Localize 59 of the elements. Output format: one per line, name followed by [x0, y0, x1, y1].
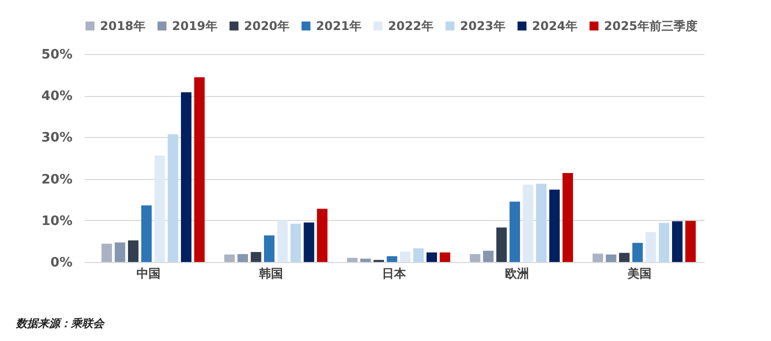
y-tick-label: 10% [41, 214, 72, 229]
y-tick-label: 50% [41, 48, 72, 62]
bar [592, 254, 604, 262]
bar [632, 242, 643, 262]
legend-label: 2025年前三季度 [604, 19, 698, 33]
bar [304, 222, 314, 262]
bar [413, 248, 424, 262]
bar [470, 254, 480, 262]
y-tick-label: 0% [50, 256, 72, 270]
bar [440, 252, 450, 262]
bar [496, 227, 507, 262]
bar [101, 244, 112, 262]
legend-label: 2022年 [388, 19, 434, 33]
y-tick-label: 40% [41, 89, 72, 104]
bar [672, 221, 683, 262]
bar [347, 258, 358, 262]
bar [522, 184, 534, 262]
bar [180, 92, 192, 262]
bar [224, 254, 235, 262]
bar [483, 250, 494, 262]
bar [290, 224, 301, 262]
bar [264, 235, 274, 262]
source-note: 数据来源：乘联会 [16, 316, 104, 331]
legend-label: 2019年 [172, 19, 218, 33]
bar [360, 258, 371, 262]
bar [277, 220, 288, 262]
bar [141, 205, 152, 262]
bar [168, 134, 178, 262]
bar [426, 252, 437, 262]
bar [316, 208, 328, 262]
x-tick-label: 美国 [626, 266, 652, 280]
y-tick-label: 30% [41, 130, 72, 146]
bar [658, 222, 670, 262]
legend-label: 2024年 [532, 19, 578, 33]
bar [606, 254, 616, 262]
bar [549, 190, 560, 262]
bar [400, 252, 410, 262]
bar [386, 256, 398, 262]
legend-label: 2021年 [316, 19, 362, 33]
bar [510, 202, 520, 262]
bar [250, 252, 262, 262]
bar [536, 184, 547, 262]
x-tick-label: 欧洲 [504, 266, 529, 280]
bar [562, 172, 574, 262]
bar [128, 240, 138, 262]
bar [685, 220, 696, 262]
bar [154, 156, 165, 262]
y-tick-label: 20% [41, 172, 72, 188]
bar [619, 252, 630, 262]
bar [194, 77, 205, 262]
x-tick-label: 日本 [382, 266, 407, 280]
bar [646, 232, 656, 262]
legend-label: 2020年 [244, 19, 290, 33]
x-tick-label: 中国 [136, 266, 160, 280]
bar [238, 254, 248, 262]
legend-label: 2023年 [460, 19, 506, 33]
legend-label: 2018年 [100, 19, 146, 33]
bar [114, 242, 126, 262]
x-tick-label: 韩国 [258, 266, 284, 280]
